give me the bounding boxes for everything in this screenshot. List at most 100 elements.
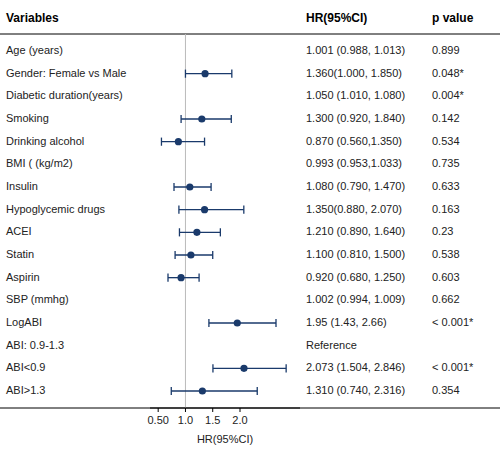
x-axis-label: HR(95%CI): [197, 433, 253, 445]
ci-cap-high: [210, 183, 211, 191]
variable-label: ABI<0.9: [6, 361, 45, 373]
variable-label: BMI ( (kg/m2): [6, 157, 73, 169]
p-label: 0.354: [432, 384, 460, 396]
x-tick-label: 0.50: [147, 414, 168, 426]
p-label: < 0.001*: [432, 361, 474, 373]
x-tick: [185, 408, 186, 412]
hr-point: [187, 251, 194, 258]
hr-label: 1.100 (0.810, 1.500): [306, 248, 405, 260]
ci-cap-low: [212, 364, 213, 372]
ci-cap-high: [204, 138, 205, 146]
ci-cap-low: [161, 138, 162, 146]
x-tick-label: 1.0: [178, 414, 193, 426]
p-label: 0.163: [432, 203, 460, 215]
ci-line: [171, 390, 257, 391]
hr-point: [234, 319, 241, 326]
ci-cap-high: [243, 206, 244, 214]
hr-point: [240, 365, 247, 372]
x-tick: [240, 408, 241, 412]
variable-label: ABI: 0.9-1.3: [6, 339, 64, 351]
variable-label: Gender: Female vs Male: [6, 67, 126, 79]
variable-label: Hypoglycemic drugs: [6, 203, 106, 215]
variable-label: Aspirin: [6, 271, 40, 283]
ci-cap-low: [167, 274, 168, 282]
ci-cap-high: [275, 319, 276, 327]
ci-line: [161, 141, 204, 142]
p-label: 0.048*: [432, 67, 465, 79]
p-label: 0.662: [432, 293, 460, 305]
p-label: 0.142: [432, 112, 460, 124]
hr-point: [199, 387, 206, 394]
ci-line: [213, 368, 286, 369]
ci-cap-low: [178, 206, 179, 214]
hr-label: 0.920 (0.680, 1.250): [306, 271, 405, 283]
hr-label: 1.210 (0.890, 1.640): [306, 225, 405, 237]
variable-label: Age (years): [6, 44, 63, 56]
hr-label: 2.073 (1.504, 2.846): [306, 361, 405, 373]
variable-label: ABI>1.3: [6, 384, 45, 396]
ci-cap-low: [180, 115, 181, 123]
ci-cap-high: [198, 274, 199, 282]
ci-cap-high: [220, 228, 221, 236]
ci-cap-low: [171, 387, 172, 395]
variable-label: Smoking: [6, 112, 49, 124]
ci-line: [209, 322, 276, 323]
variable-label: ACEI: [6, 225, 32, 237]
hr-point: [193, 229, 200, 236]
variable-label: SBP (mmhg): [6, 293, 69, 305]
hr-label: 1.350(0.880, 2.070): [306, 203, 402, 215]
hr-label: 0.993 (0.953,1.033): [306, 157, 402, 169]
hr-point: [201, 70, 208, 77]
ci-cap-high: [231, 70, 232, 78]
ci-cap-high: [231, 115, 232, 123]
x-tick: [158, 408, 159, 412]
variable-label: Insulin: [6, 180, 38, 192]
hr-label: 1.050 (1.010, 1.080): [306, 89, 405, 101]
x-tick-label: 2.0: [232, 414, 247, 426]
reference-line: [185, 34, 186, 408]
hr-label: 1.360(1.000, 1.850): [306, 67, 402, 79]
p-label: < 0.001*: [432, 316, 474, 328]
p-label: 0.004*: [432, 89, 465, 101]
ci-cap-low: [179, 228, 180, 236]
hr-label: 1.002 (0.994, 1.009): [306, 293, 405, 305]
ci-cap-low: [173, 183, 174, 191]
p-label: 0.23: [432, 225, 453, 237]
variable-label: Diabetic duration(years): [6, 89, 123, 101]
hr-point: [198, 115, 205, 122]
hr-label: 0.870 (0.560,1.350): [306, 135, 402, 147]
p-label: 0.534: [432, 135, 460, 147]
hr-label: 1.080 (0.790, 1.470): [306, 180, 405, 192]
column-header: HR(95%CI): [306, 11, 367, 25]
hr-label: 1.310 (0.740, 2.316): [306, 384, 405, 396]
ci-cap-high: [257, 387, 258, 395]
hr-point: [201, 206, 208, 213]
p-label: 0.633: [432, 180, 460, 192]
ci-line: [181, 118, 231, 119]
hr-point: [177, 274, 184, 281]
hr-label: 1.300 (0.920, 1.840): [306, 112, 405, 124]
header-rule: [0, 34, 500, 35]
hr-point: [175, 138, 182, 145]
variable-label: LogABI: [6, 316, 42, 328]
ci-cap-low: [208, 319, 209, 327]
plot-area: [161, 34, 286, 408]
x-tick: [212, 408, 213, 412]
ci-line: [179, 209, 244, 210]
variable-label: Statin: [6, 248, 34, 260]
hr-label: 1.001 (0.988, 1.013): [306, 44, 405, 56]
p-label: 0.735: [432, 157, 460, 169]
hr-label: Reference: [306, 339, 357, 351]
ci-cap-high: [212, 251, 213, 259]
hr-point: [186, 183, 193, 190]
background: [0, 0, 500, 462]
bottom-rule: [0, 408, 500, 409]
p-label: 0.538: [432, 248, 460, 260]
hr-label: 1.95 (1.43, 2.66): [306, 316, 387, 328]
ci-cap-high: [285, 364, 286, 372]
p-label: 0.603: [432, 271, 460, 283]
chart: VariablesHR(95%CI)p value0.501.01.52.0HR…: [0, 0, 500, 462]
x-tick-label: 1.5: [205, 414, 220, 426]
ci-cap-low: [174, 251, 175, 259]
p-label: 0.899: [432, 44, 460, 56]
